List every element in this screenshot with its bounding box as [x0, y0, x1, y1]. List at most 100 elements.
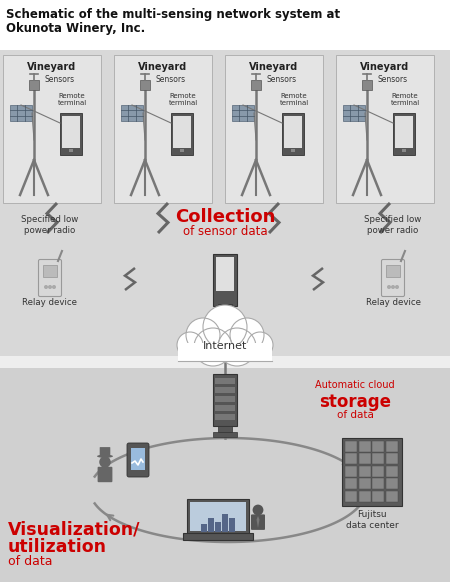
Text: Base
station: Base station	[210, 311, 240, 331]
Text: Relay device: Relay device	[365, 298, 420, 307]
Text: Collection: Collection	[175, 208, 275, 226]
FancyBboxPatch shape	[215, 396, 235, 402]
FancyBboxPatch shape	[98, 467, 112, 482]
FancyBboxPatch shape	[345, 453, 357, 464]
FancyBboxPatch shape	[140, 80, 150, 90]
Circle shape	[48, 285, 52, 289]
FancyBboxPatch shape	[0, 50, 450, 358]
FancyBboxPatch shape	[171, 113, 193, 155]
FancyBboxPatch shape	[251, 514, 265, 530]
Circle shape	[99, 456, 111, 468]
FancyBboxPatch shape	[215, 522, 221, 532]
FancyBboxPatch shape	[343, 105, 365, 121]
Text: Vineyard: Vineyard	[139, 62, 188, 72]
FancyBboxPatch shape	[215, 310, 235, 314]
FancyBboxPatch shape	[229, 518, 235, 532]
Circle shape	[387, 285, 391, 289]
FancyBboxPatch shape	[386, 441, 397, 452]
FancyBboxPatch shape	[218, 426, 232, 432]
FancyBboxPatch shape	[382, 260, 405, 296]
FancyBboxPatch shape	[342, 438, 402, 506]
FancyBboxPatch shape	[213, 432, 237, 437]
Text: Visualization/: Visualization/	[8, 521, 140, 539]
FancyBboxPatch shape	[362, 80, 372, 90]
FancyBboxPatch shape	[386, 491, 397, 502]
Text: storage: storage	[319, 393, 391, 411]
FancyBboxPatch shape	[190, 502, 246, 531]
Circle shape	[177, 332, 203, 358]
FancyBboxPatch shape	[215, 378, 235, 384]
FancyBboxPatch shape	[43, 265, 57, 277]
FancyBboxPatch shape	[359, 453, 370, 464]
FancyBboxPatch shape	[3, 55, 101, 203]
Text: Relay device: Relay device	[22, 298, 77, 307]
FancyBboxPatch shape	[29, 80, 39, 90]
FancyBboxPatch shape	[372, 441, 384, 452]
Text: Automatic cloud: Automatic cloud	[315, 380, 395, 390]
FancyBboxPatch shape	[251, 80, 261, 90]
Circle shape	[44, 285, 48, 289]
FancyBboxPatch shape	[372, 466, 384, 477]
FancyBboxPatch shape	[183, 533, 253, 540]
FancyBboxPatch shape	[225, 55, 323, 203]
FancyBboxPatch shape	[386, 453, 397, 464]
FancyBboxPatch shape	[386, 466, 397, 477]
Text: Sensors: Sensors	[267, 75, 297, 84]
FancyBboxPatch shape	[10, 105, 32, 121]
Text: Vineyard: Vineyard	[360, 62, 410, 72]
FancyBboxPatch shape	[216, 257, 234, 291]
Text: Sensors: Sensors	[378, 75, 408, 84]
Text: Vineyard: Vineyard	[249, 62, 299, 72]
Text: Sensors: Sensors	[156, 75, 186, 84]
Ellipse shape	[97, 455, 113, 458]
Circle shape	[194, 328, 232, 366]
FancyBboxPatch shape	[187, 499, 249, 535]
Circle shape	[252, 505, 263, 516]
Circle shape	[218, 328, 256, 366]
FancyBboxPatch shape	[345, 478, 357, 489]
FancyBboxPatch shape	[386, 478, 397, 489]
FancyBboxPatch shape	[222, 514, 228, 532]
Circle shape	[395, 285, 399, 289]
FancyBboxPatch shape	[69, 149, 73, 152]
Text: Vineyard: Vineyard	[27, 62, 76, 72]
FancyBboxPatch shape	[215, 387, 235, 393]
Text: Remote
terminal: Remote terminal	[279, 93, 309, 106]
Circle shape	[203, 305, 247, 349]
Text: of data: of data	[8, 555, 53, 568]
FancyBboxPatch shape	[127, 443, 149, 477]
FancyBboxPatch shape	[215, 405, 235, 411]
FancyBboxPatch shape	[121, 105, 143, 121]
FancyBboxPatch shape	[180, 149, 184, 152]
FancyBboxPatch shape	[336, 55, 434, 203]
FancyBboxPatch shape	[0, 356, 450, 370]
FancyBboxPatch shape	[282, 113, 304, 155]
FancyBboxPatch shape	[395, 116, 413, 148]
Text: Specified low
power radio: Specified low power radio	[22, 215, 79, 235]
Text: Remote
terminal: Remote terminal	[58, 93, 86, 106]
FancyBboxPatch shape	[393, 113, 415, 155]
FancyBboxPatch shape	[359, 441, 370, 452]
FancyBboxPatch shape	[359, 478, 370, 489]
FancyBboxPatch shape	[345, 466, 357, 477]
FancyBboxPatch shape	[208, 518, 214, 532]
Text: Remote
terminal: Remote terminal	[391, 93, 419, 106]
Text: utilization: utilization	[8, 538, 107, 556]
FancyBboxPatch shape	[372, 478, 384, 489]
FancyBboxPatch shape	[0, 368, 450, 582]
FancyBboxPatch shape	[284, 116, 302, 148]
FancyBboxPatch shape	[402, 149, 406, 152]
FancyBboxPatch shape	[62, 116, 80, 148]
FancyBboxPatch shape	[131, 448, 145, 470]
Polygon shape	[256, 516, 260, 528]
FancyBboxPatch shape	[114, 55, 212, 203]
Text: Okunota Winery, Inc.: Okunota Winery, Inc.	[6, 22, 145, 35]
Text: of sensor data: of sensor data	[183, 225, 267, 238]
FancyBboxPatch shape	[372, 491, 384, 502]
Text: Fujitsu
data center: Fujitsu data center	[346, 510, 398, 530]
FancyBboxPatch shape	[359, 491, 370, 502]
Text: Sensors: Sensors	[45, 75, 75, 84]
FancyBboxPatch shape	[178, 343, 272, 361]
Text: Internet: Internet	[203, 341, 247, 351]
FancyBboxPatch shape	[100, 447, 110, 457]
